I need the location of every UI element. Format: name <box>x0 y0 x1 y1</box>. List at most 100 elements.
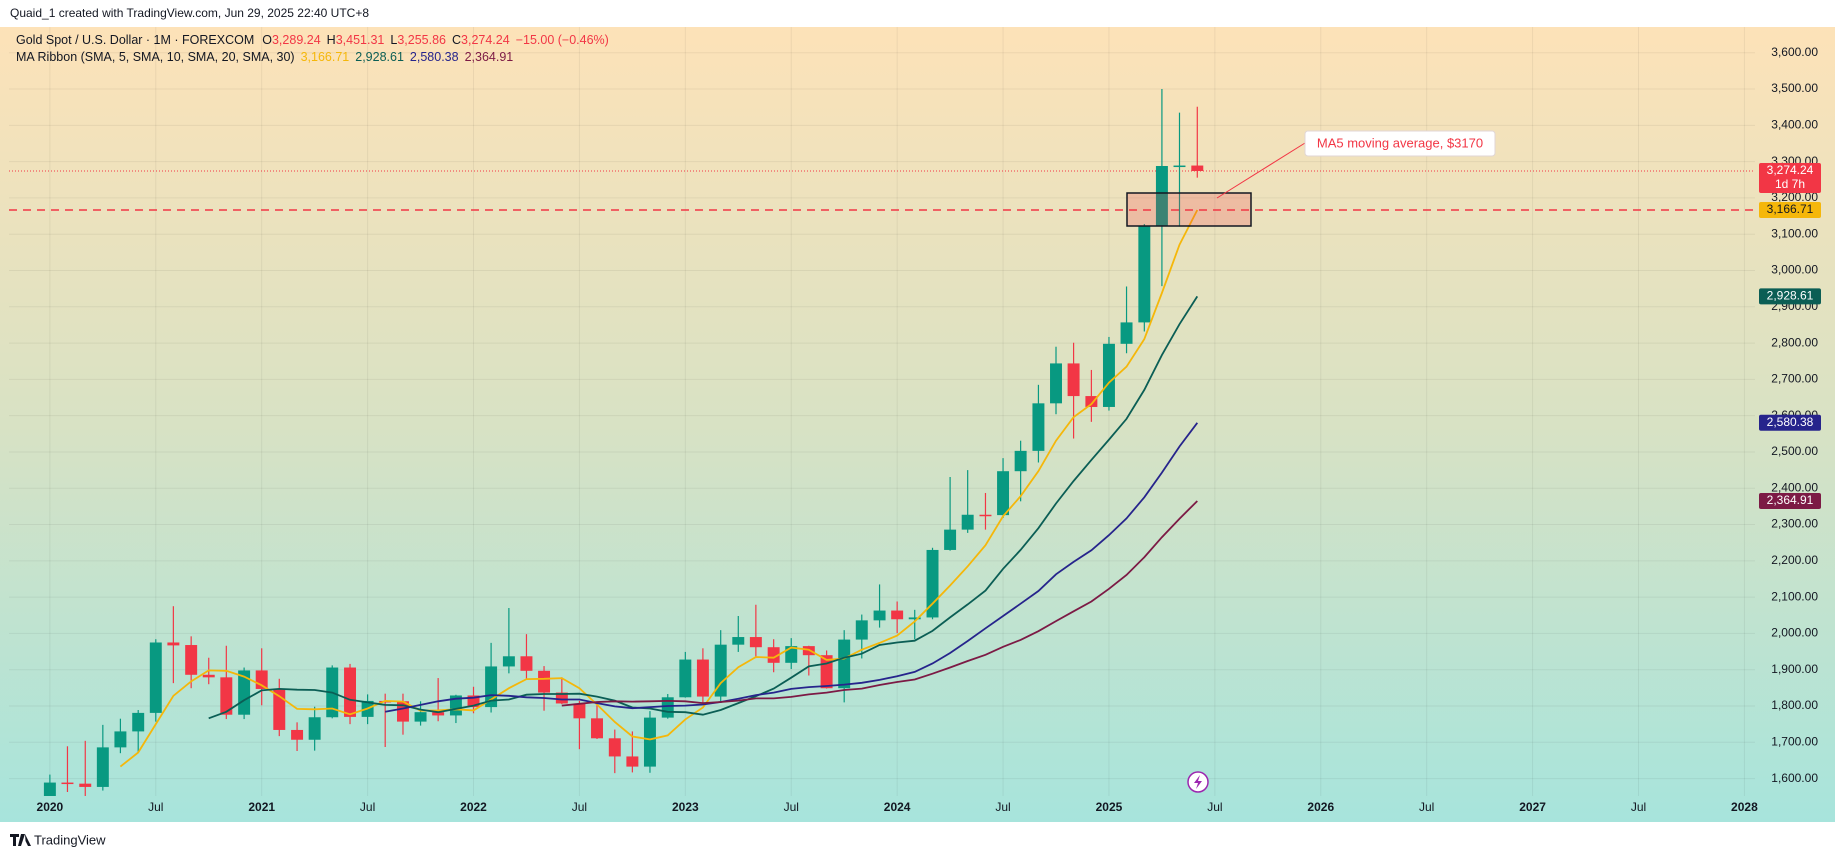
y-tick-label: 1,900.00 <box>1771 662 1818 676</box>
credit: Quaid_1 created with TradingView.com, Ju… <box>10 6 369 20</box>
ma-line <box>119 209 1199 768</box>
candle-body <box>696 659 709 697</box>
ma-value: 3,166.71 <box>301 50 350 64</box>
x-tick-label: 2027 <box>1519 800 1546 814</box>
candle-body <box>1155 165 1168 226</box>
x-tick-label: 2025 <box>1096 800 1123 814</box>
candle-body <box>767 647 780 663</box>
candle-body <box>449 695 462 716</box>
candle-body <box>1085 396 1098 407</box>
ohlc-key: O <box>262 33 272 47</box>
price-tag-label: 2,364.91 <box>1767 493 1814 507</box>
candle-body <box>114 731 127 748</box>
ohlc-value: 3,274.24 <box>461 33 510 47</box>
y-tick-label: 1,700.00 <box>1771 734 1818 748</box>
last-price-tag <box>1759 162 1821 193</box>
x-tick-label: 2020 <box>37 800 64 814</box>
x-tick-label: 2021 <box>248 800 275 814</box>
x-tick-label: Jul <box>1631 800 1646 814</box>
y-tick-label: 3,100.00 <box>1771 226 1818 240</box>
y-tick-label: 2,100.00 <box>1771 589 1818 603</box>
candle-body <box>908 617 921 620</box>
candle-body <box>1138 225 1151 323</box>
candle-body <box>1014 450 1027 472</box>
y-tick-label: 2,400.00 <box>1771 480 1818 494</box>
price-tag-label: 2,580.38 <box>1767 415 1814 429</box>
candle-body <box>643 717 656 767</box>
candle-body <box>308 717 321 740</box>
candle-body <box>1191 165 1204 171</box>
ma-value: 2,580.38 <box>410 50 459 64</box>
candle-body <box>573 703 586 719</box>
candle-body <box>873 610 886 621</box>
y-tick-label: 3,500.00 <box>1771 81 1818 95</box>
last-price-label: 3,274.24 <box>1767 163 1814 177</box>
ma-title: MA Ribbon (SMA, 5, SMA, 10, SMA, 20, SMA… <box>16 50 295 64</box>
countdown: 1d 7h <box>1775 177 1805 191</box>
candle-body <box>591 718 603 739</box>
x-tick-label: Jul <box>572 800 587 814</box>
y-tick-label: 2,500.00 <box>1771 444 1818 458</box>
candle-body <box>679 659 692 698</box>
box-annotation <box>1126 192 1252 227</box>
candle-body <box>467 695 480 708</box>
plot-area <box>9 27 1755 796</box>
candle-body <box>1032 403 1045 451</box>
candle-body <box>997 471 1010 516</box>
x-tick-label: 2023 <box>672 800 699 814</box>
candle-body <box>732 637 745 645</box>
y-tick-label: 2,800.00 <box>1771 335 1818 349</box>
event-icon-bolt <box>1194 775 1202 789</box>
price-tag-label: 3,166.71 <box>1767 202 1814 216</box>
callout-box <box>1304 130 1496 157</box>
ma-value: 2,928.61 <box>355 50 404 64</box>
candle-body <box>979 514 992 517</box>
candle-body <box>255 670 268 689</box>
candle-body <box>344 667 357 717</box>
candle-body <box>167 642 180 646</box>
x-tick-label: 2028 <box>1731 800 1758 814</box>
symbol-legend: Gold Spot / U.S. Dollar · 1M · FOREXCOM O… <box>16 33 609 47</box>
x-tick-label: Jul <box>995 800 1010 814</box>
price-tag-label: 2,928.61 <box>1767 289 1814 303</box>
candle-body <box>149 642 162 713</box>
candle-body <box>79 783 92 787</box>
ohlc-value: 3,289.24 <box>272 33 321 47</box>
candle-body <box>202 674 215 678</box>
y-tick-label: 3,000.00 <box>1771 263 1818 277</box>
ma-line <box>208 295 1199 720</box>
candle-body <box>891 610 904 620</box>
candle-body <box>661 697 674 718</box>
y-tick-label: 3,600.00 <box>1771 45 1818 59</box>
candle-body <box>485 666 498 708</box>
ohlc-value: 3,255.86 <box>397 33 446 47</box>
candle-body <box>626 756 639 767</box>
candle-body <box>520 656 533 671</box>
price-tag <box>1759 492 1821 509</box>
price-tag <box>1759 414 1821 431</box>
symbol-name: Gold Spot / U.S. Dollar · 1M · FOREXCOM <box>16 33 254 47</box>
ma-legend: MA Ribbon (SMA, 5, SMA, 10, SMA, 20, SMA… <box>16 50 513 64</box>
change: −15.00 (−0.46%) <box>516 33 609 47</box>
candle-body <box>43 782 56 796</box>
candle-body <box>820 655 833 689</box>
candle-body <box>944 529 957 550</box>
candle-body <box>961 514 974 530</box>
x-tick-label: 2024 <box>884 800 911 814</box>
y-tick-label: 2,200.00 <box>1771 553 1818 567</box>
candle-body <box>220 677 233 715</box>
candle-body <box>502 656 515 667</box>
x-tick-label: 2026 <box>1307 800 1334 814</box>
x-tick-label: Jul <box>360 800 375 814</box>
candle-body <box>397 701 409 722</box>
candle-body <box>555 692 568 704</box>
candle-body <box>749 637 762 648</box>
candle-body <box>926 549 939 618</box>
price-tag <box>1759 202 1821 219</box>
candle-body <box>273 688 286 730</box>
x-tick-label: 2022 <box>460 800 487 814</box>
candle-body <box>432 712 445 716</box>
candle-body <box>185 645 198 675</box>
